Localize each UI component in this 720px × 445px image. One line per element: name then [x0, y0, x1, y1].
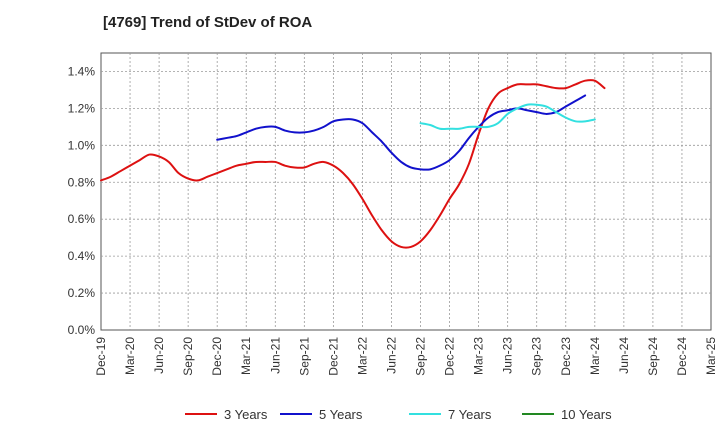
x-tick-label: Jun-21	[268, 337, 282, 374]
x-tick-label: Mar-21	[239, 337, 253, 375]
series-line-7-years	[419, 103, 596, 130]
y-tick-label: 0.4%	[68, 249, 96, 263]
legend-label-7-years: 7 Years	[448, 407, 492, 422]
series-line-3-years	[100, 78, 606, 249]
axes: 0.0% 0.2% 0.4% 0.6% 0.8% 1.0% 1.2% 1.4% Dec-19 Ma…	[68, 64, 718, 375]
x-tick-label: Jun-20	[152, 337, 166, 374]
x-tick-label: Mar-22	[355, 337, 369, 375]
series-line-5-years	[216, 94, 587, 171]
x-tick-label: Dec-19	[94, 337, 108, 376]
legend-label-5-years: 5 Years	[319, 407, 363, 422]
y-tick-label: 0.8%	[68, 175, 96, 189]
x-tick-label: Dec-24	[675, 337, 689, 376]
x-tick-label: Sep-20	[181, 337, 195, 376]
y-tick-label: 0.6%	[68, 212, 96, 226]
x-tick-label: Sep-22	[414, 337, 428, 376]
legend-label-3-years: 3 Years	[224, 407, 268, 422]
grid-lines	[101, 53, 711, 330]
x-tick-label: Mar-24	[588, 337, 602, 375]
legend-label-10-years: 10 Years	[561, 407, 612, 422]
plot-area	[100, 52, 712, 331]
x-tick-label: Dec-23	[559, 337, 573, 376]
x-tick-label: Sep-21	[297, 337, 311, 376]
x-tick-label: Mar-23	[472, 337, 486, 375]
x-tick-label: Jun-22	[384, 337, 398, 374]
y-tick-label: 0.0%	[68, 323, 96, 337]
y-tick-label: 1.2%	[68, 101, 96, 115]
y-tick-label: 0.2%	[68, 286, 96, 300]
x-tick-label: Sep-24	[646, 337, 660, 376]
x-tick-label: Dec-20	[210, 337, 224, 376]
x-tick-label: Sep-23	[530, 337, 544, 376]
legend: 3 Years 5 Years 7 Years 10 Years	[185, 407, 612, 422]
data-series	[100, 78, 606, 249]
x-tick-label: Mar-20	[123, 337, 137, 375]
chart-title: [4769] Trend of StDev of ROA	[103, 14, 313, 31]
y-tick-label: 1.0%	[68, 138, 96, 152]
x-tick-label: Jun-24	[617, 337, 631, 374]
y-tick-label: 1.4%	[68, 64, 96, 78]
x-tick-label: Dec-21	[326, 337, 340, 376]
x-tick-label: Dec-22	[443, 337, 457, 376]
x-tick-label: Mar-25	[704, 337, 718, 375]
x-tick-label: Jun-23	[501, 337, 515, 374]
